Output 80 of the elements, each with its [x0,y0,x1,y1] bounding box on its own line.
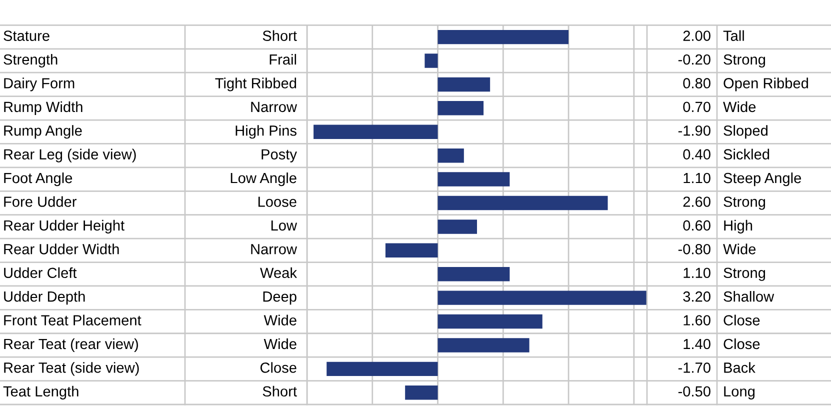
text: Weak [260,267,298,278]
data-label: -0.20 [678,54,710,65]
data-label: -0.50 [678,386,710,397]
data-label: -0.80 [678,244,710,254]
text: Narrow [251,244,298,254]
y2-tick-label: Strong [724,54,766,68]
bar [438,148,464,163]
y-tick-label: Front Teat Placement [4,314,142,326]
text: Narrow [251,102,298,112]
bar [438,77,490,92]
y2-tick-label: Close [724,314,760,326]
bar [385,243,438,258]
text: Short [262,386,297,397]
bar [405,386,438,400]
bar [438,196,608,210]
y2-tick-label: Open Ribbed [724,78,808,92]
y2-tick-label: Shallow [724,291,774,302]
y2-tick-label: Strong [724,268,766,281]
text: High Pins [236,125,296,139]
bar [438,30,569,44]
data-label: 1.10 [684,172,710,184]
text: Frail [270,54,296,65]
text: Low [271,220,298,231]
bar [438,101,484,116]
bar [438,314,542,329]
data-label: 3.20 [683,291,710,302]
data-label: 0.40 [683,149,710,160]
data-label: 1.40 [684,338,710,350]
bar [326,362,438,376]
data-label: 2.60 [683,196,710,207]
y2-tick-label: Back [724,362,756,373]
bar [438,290,647,305]
y2-tick-label: Strong [724,196,766,210]
text: Wide [264,314,296,326]
text: Short [262,30,297,41]
data-label: 0.80 [683,78,710,88]
text: Deep [263,292,296,305]
y-tick-label: Rear Teat (side view) [4,362,139,376]
y-tick-label: Fore Udder [4,196,77,207]
y-tick-label: Rump Angle [4,125,82,139]
y-tick-label: Rear Udder Height [4,220,124,234]
data-label: 1.60 [684,315,710,326]
text: Posty [262,149,297,162]
y-tick-label: Teat Length [3,386,78,400]
bar [438,267,510,282]
text: Wide [264,338,296,350]
y2-tick-label: Long [724,386,755,400]
text: Tight Ribbed [215,78,296,92]
bar [314,124,438,139]
y2-tick-label: Sickled [724,148,770,160]
y-tick-label: Rear Teat (rear view) [4,338,138,352]
data-label: 0.60 [683,220,710,231]
data-label: -1.70 [678,362,710,373]
y-tick-label: Foot Angle [4,172,72,186]
y-tick-label: Stature [4,30,50,41]
y2-tick-label: High [724,220,752,234]
data-label: -1.90 [678,125,710,136]
bar [438,172,510,186]
y2-tick-label: Close [724,338,760,350]
y-tick-label: Udder Depth [4,291,85,305]
data-label: 1.10 [684,268,710,278]
bar [424,54,438,68]
text: Close [260,362,296,373]
data-label: 0.70 [683,102,710,112]
bar [438,220,477,234]
y-tick-label: Strength [4,54,58,68]
y-tick-label: Rear Udder Width [4,244,119,254]
y2-tick-label: Sloped [724,125,768,139]
y-tick-label: Rear Leg (side view) [4,148,136,162]
bar [438,338,530,352]
y2-tick-label: Tall [723,30,744,41]
y-tick-label: Udder Cleft [4,267,77,278]
data-label: 2.00 [683,30,710,41]
y-tick-label: Rump Width [4,101,82,115]
text: Loose [258,196,296,207]
y2-tick-label: Wide [723,101,756,112]
y-tick-label: Dairy Form [4,78,74,92]
text: Low Angle [230,172,296,186]
y2-tick-label: Steep Angle [724,172,802,186]
y2-tick-label: Wide [723,244,756,254]
